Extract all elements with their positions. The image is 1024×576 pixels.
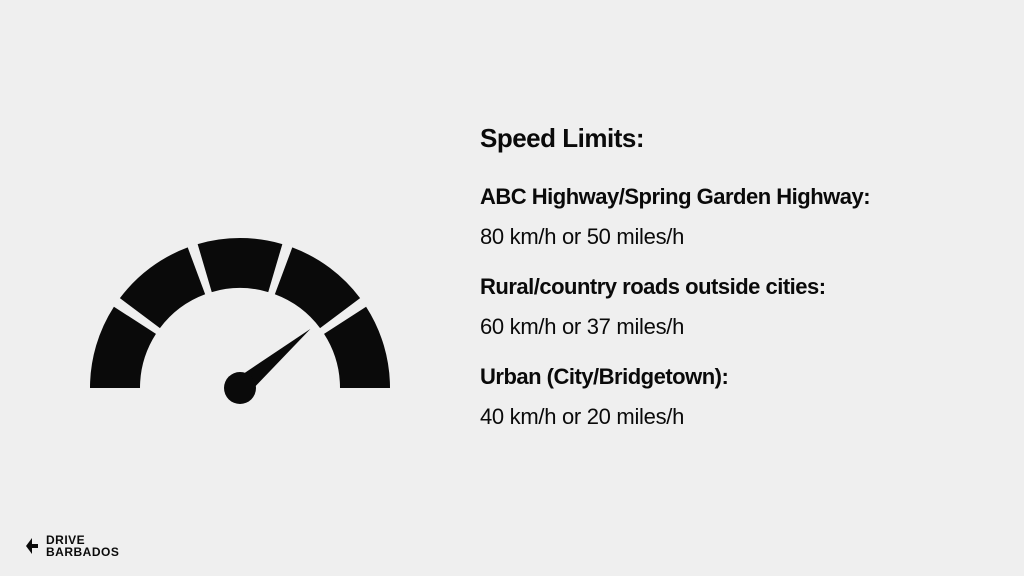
- limit-entry: Rural/country roads outside cities: 60 k…: [480, 274, 974, 340]
- gauge-container: [50, 158, 430, 418]
- limit-label: ABC Highway/Spring Garden Highway:: [480, 184, 974, 210]
- limit-value: 40 km/h or 20 miles/h: [480, 404, 974, 430]
- limit-label: Rural/country roads outside cities:: [480, 274, 974, 300]
- brand-logo: DRIVE BARBADOS: [22, 534, 119, 558]
- logo-line2: BARBADOS: [46, 546, 119, 558]
- logo-text: DRIVE BARBADOS: [46, 534, 119, 558]
- main-title: Speed Limits:: [480, 123, 974, 154]
- limit-entry: Urban (City/Bridgetown): 40 km/h or 20 m…: [480, 364, 974, 430]
- limit-label: Urban (City/Bridgetown):: [480, 364, 974, 390]
- content-wrapper: Speed Limits: ABC Highway/Spring Garden …: [0, 0, 1024, 576]
- limit-value: 80 km/h or 50 miles/h: [480, 224, 974, 250]
- limit-value: 60 km/h or 37 miles/h: [480, 314, 974, 340]
- logo-icon: [22, 536, 42, 556]
- speedometer-icon: [70, 198, 410, 418]
- limit-entry: ABC Highway/Spring Garden Highway: 80 km…: [480, 184, 974, 250]
- text-container: Speed Limits: ABC Highway/Spring Garden …: [430, 123, 974, 454]
